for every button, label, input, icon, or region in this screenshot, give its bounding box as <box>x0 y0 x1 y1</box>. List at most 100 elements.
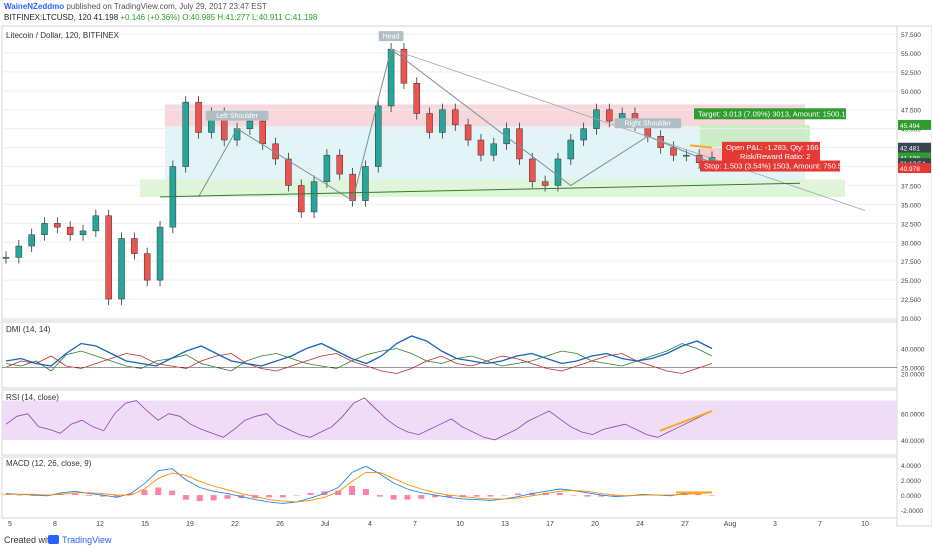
dmi-series-line <box>5 335 713 367</box>
author-link[interactable]: WaineNZeddmo <box>4 2 65 11</box>
pnl-label: Open P&L: -1.283, Qty: 166 <box>726 143 819 152</box>
candle-body <box>156 226 164 281</box>
x-tick-label: Jul <box>321 521 330 528</box>
candle-body <box>490 143 498 156</box>
candle-body <box>297 185 305 213</box>
macd-histogram-bar <box>127 493 134 496</box>
candle-body <box>259 120 266 145</box>
candle-body <box>143 253 151 281</box>
x-tick-label: 17 <box>546 521 554 528</box>
rsi-tick-label: 40.0000 <box>901 438 925 445</box>
x-tick-label: 20 <box>591 521 599 528</box>
candle-body <box>246 120 254 129</box>
candle-body <box>285 158 292 186</box>
rsi-tick-label: 60.0000 <box>901 412 925 419</box>
candle-body <box>2 257 10 259</box>
x-tick-label: 13 <box>501 521 509 528</box>
macd-histogram-bar <box>598 495 605 497</box>
candle-body <box>182 101 189 167</box>
x-tick-label: 19 <box>186 521 194 528</box>
rsi-line <box>5 397 713 441</box>
macd-histogram-bar <box>224 495 231 499</box>
y-tick-label: 45.000 <box>901 127 921 134</box>
dmi-series-line <box>5 353 713 374</box>
x-tick-label: 27 <box>681 521 689 528</box>
candle-body <box>272 143 279 160</box>
y-tick-label: 52.500 <box>901 70 921 77</box>
macd-tick-label: 0.0000 <box>901 493 921 500</box>
macd-tick-label: 2.0000 <box>901 478 921 485</box>
y-tick-label: 25.000 <box>901 278 921 285</box>
price-tag <box>898 142 931 153</box>
target-label-box <box>694 108 846 120</box>
y-tick-label: 32.500 <box>901 221 921 228</box>
y-tick-label: 35.000 <box>901 202 921 209</box>
trading-chart[interactable]: 57.50055.00052.50050.00047.50045.00042.5… <box>0 0 932 530</box>
candle-body <box>541 181 549 186</box>
price-tag <box>898 119 931 130</box>
macd-histogram-bar <box>169 490 176 496</box>
x-tick-label: 8 <box>53 521 57 528</box>
pattern-label-box <box>614 118 682 129</box>
y-tick-label: 57.500 <box>901 32 921 39</box>
candle-body <box>670 147 677 156</box>
candle-body <box>336 154 343 175</box>
candle-body <box>195 101 202 133</box>
candle-body <box>477 139 485 156</box>
macd-histogram-bar <box>487 495 494 497</box>
candle-body <box>400 48 408 84</box>
stop-label-box <box>700 160 840 172</box>
macd-histogram-bar <box>279 495 286 498</box>
y-tick-label: 37.500 <box>901 183 921 190</box>
dmi-pane-title: DMI (14, 14) <box>6 325 51 334</box>
x-tick-label: 12 <box>96 521 104 528</box>
price-axis <box>896 25 932 527</box>
target-label: Target: 3.013 (7.09%) 3013, Amount: 1500… <box>698 109 850 118</box>
macd-histogram-bar <box>113 495 120 498</box>
pattern-zone <box>165 126 805 184</box>
stop-label: Stop: 1.503 (3.54%) 1503, Amount: 750.5 <box>704 162 842 171</box>
macd-tick-label: -2.0000 <box>901 508 923 515</box>
rsi-pane-title: RSI (14, close) <box>6 393 59 402</box>
macd-histogram-bar <box>515 493 522 496</box>
candle-body <box>28 234 35 247</box>
macd-histogram-bar <box>72 493 79 496</box>
candle-body <box>15 245 23 258</box>
candle-body <box>439 109 446 133</box>
footer: Created with TradingView <box>0 530 932 550</box>
candle-body <box>310 181 318 213</box>
macd-histogram-bar <box>404 495 411 500</box>
publish-info: published on TradingView.com, July 29, 2… <box>66 2 267 11</box>
last-price: 41.198 <box>93 13 119 22</box>
tradingview-link[interactable]: TradingView <box>62 535 112 545</box>
candle-body <box>413 82 421 114</box>
macd-histogram-bar <box>210 495 217 501</box>
price-pane-title: Litecoin / Dollar, 120, BITFINEX <box>6 31 119 40</box>
x-tick-label: 7 <box>413 521 417 528</box>
macd-histogram-bar <box>349 485 356 496</box>
y-tick-label: 47.500 <box>901 108 921 115</box>
macd-histogram-bar <box>584 495 591 497</box>
macd-histogram-bar <box>570 495 577 496</box>
macd-histogram-bar <box>86 495 93 496</box>
candle-body <box>349 173 356 201</box>
y-tick-label: 22.500 <box>901 297 921 304</box>
neckline-zone <box>140 179 845 197</box>
y-tick-label: 30.000 <box>901 240 921 247</box>
candle-body <box>580 128 587 141</box>
pattern-label: Left Shoulder <box>216 113 258 120</box>
rsi-trendline <box>659 410 713 432</box>
macd-tick-label: 4.0000 <box>901 463 921 470</box>
rr-label: Risk/Reward Ratio: 2 <box>740 152 810 161</box>
dmi-tick-label: 40.0000 <box>901 347 925 354</box>
macd-histogram-bar <box>695 493 702 496</box>
price-tag-label: 45.494 <box>900 123 920 130</box>
macd-histogram-bar <box>418 495 425 499</box>
candle-body <box>54 223 61 228</box>
y-tick-label: 27.500 <box>901 259 921 266</box>
macd-histogram-bar <box>99 495 106 497</box>
candle-body <box>362 166 369 201</box>
price-trendline <box>689 144 713 149</box>
price-tag-label: 42.481 <box>900 146 920 153</box>
candle-body <box>426 113 433 133</box>
